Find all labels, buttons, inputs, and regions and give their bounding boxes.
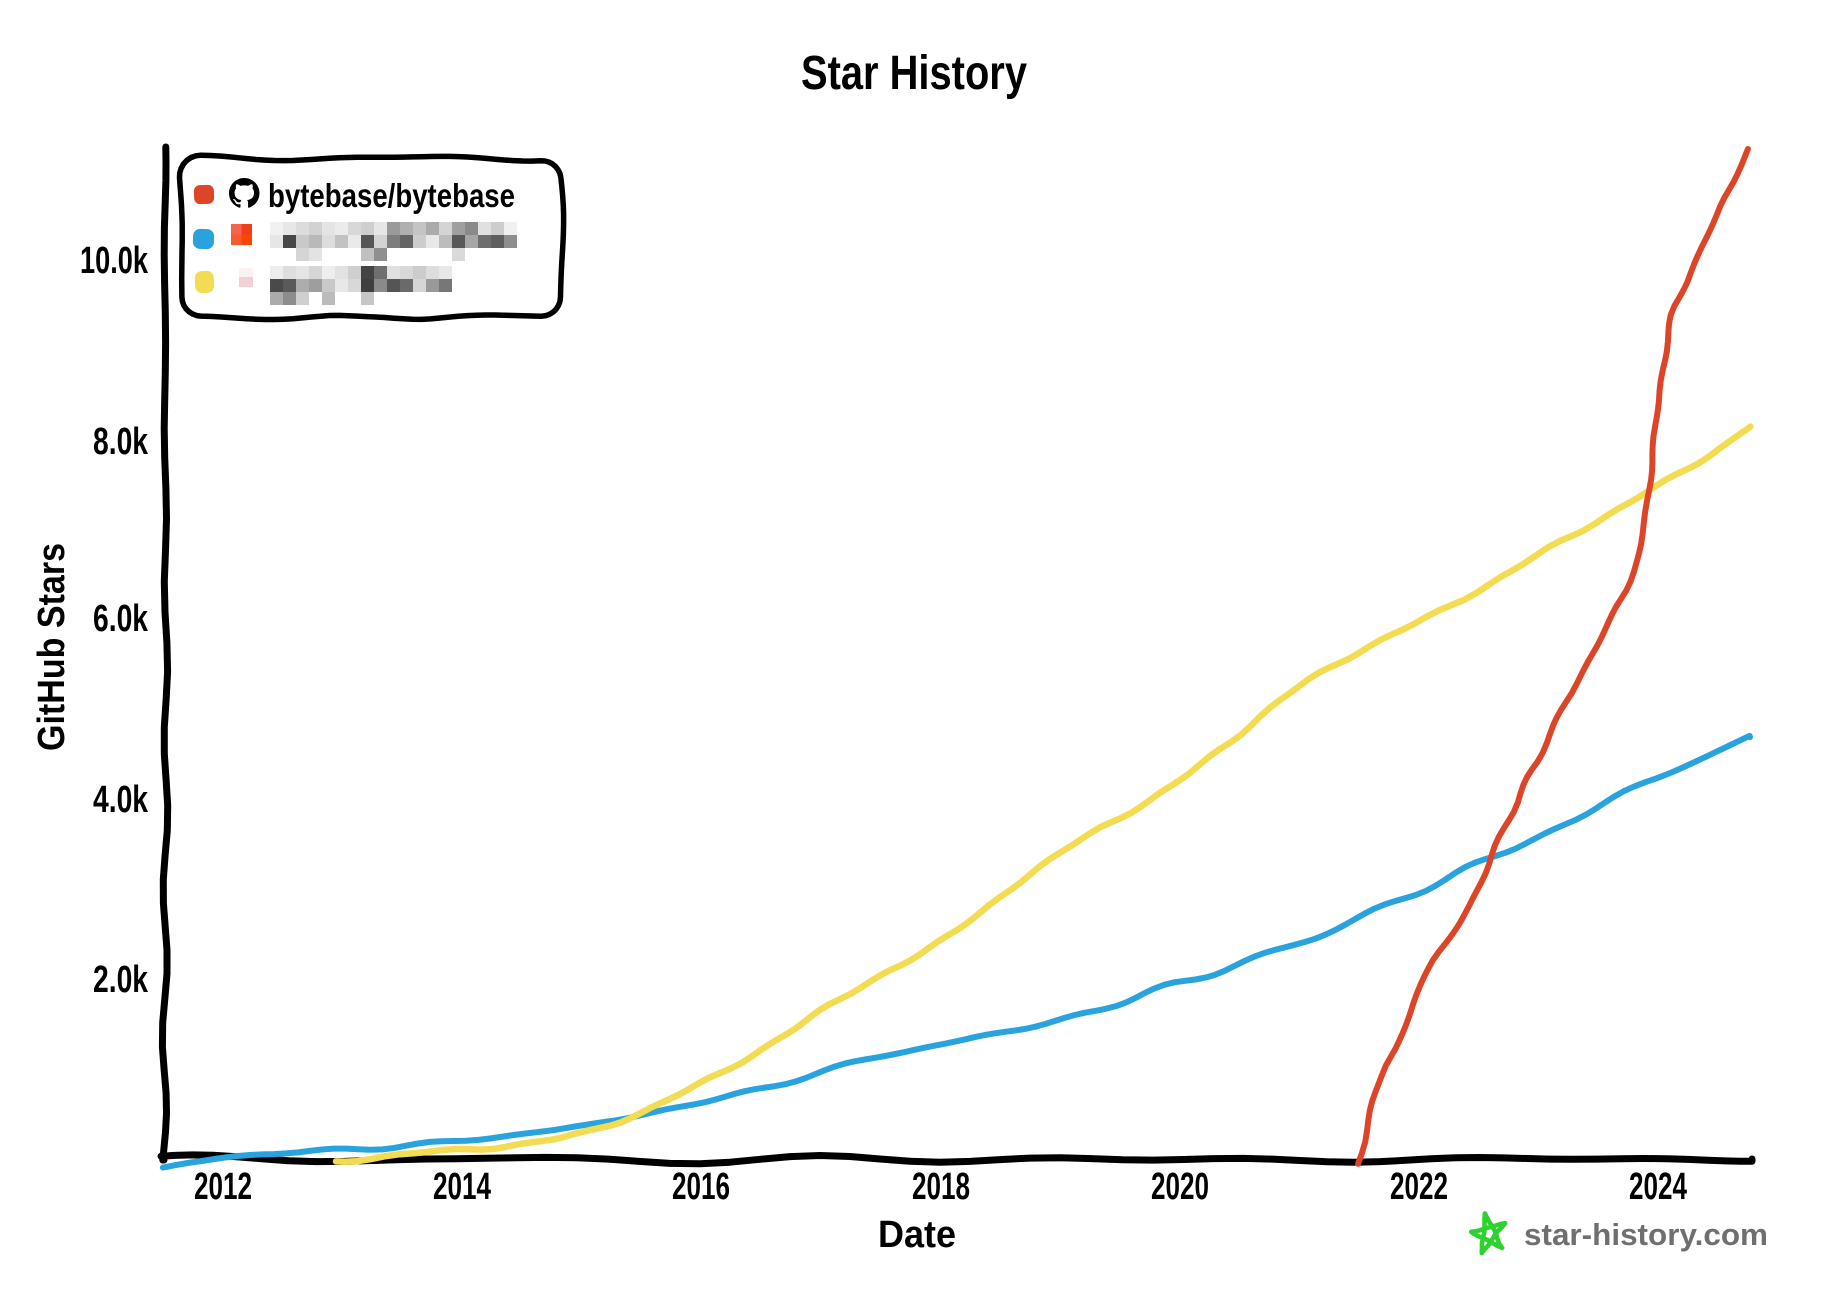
svg-text:6.0k: 6.0k	[93, 598, 149, 640]
svg-text:2016: 2016	[672, 1166, 730, 1208]
svg-text:2022: 2022	[1390, 1166, 1448, 1208]
svg-text:2020: 2020	[1151, 1166, 1209, 1208]
svg-text:2024: 2024	[1629, 1166, 1687, 1208]
svg-text:4.0k: 4.0k	[93, 779, 149, 821]
svg-text:2018: 2018	[912, 1166, 970, 1208]
svg-text:Star History: Star History	[801, 47, 1027, 100]
svg-text:bytebase/bytebase: bytebase/bytebase	[268, 177, 515, 214]
svg-text:10.0k: 10.0k	[80, 240, 149, 282]
svg-text:GitHub Stars: GitHub Stars	[31, 543, 73, 751]
svg-text:Date: Date	[878, 1214, 956, 1256]
svg-text:star-history.com: star-history.com	[1524, 1217, 1768, 1252]
svg-text:8.0k: 8.0k	[93, 421, 149, 463]
svg-text:2014: 2014	[433, 1166, 491, 1208]
svg-text:2.0k: 2.0k	[93, 959, 149, 1001]
svg-text:2012: 2012	[194, 1166, 252, 1208]
